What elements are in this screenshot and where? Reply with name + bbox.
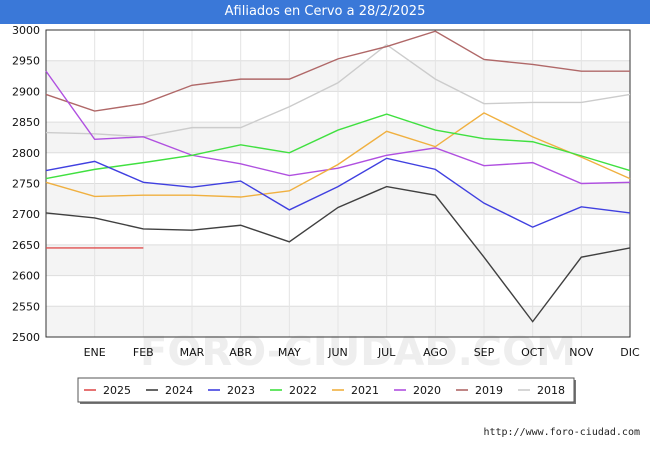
- y-tick-label: 2900: [12, 85, 40, 98]
- y-tick-label: 2800: [12, 147, 40, 160]
- y-tick-label: 2650: [12, 239, 40, 252]
- y-tick-label: 2700: [12, 208, 40, 221]
- footer-url[interactable]: http://www.foro-ciudad.com: [483, 427, 640, 438]
- x-tick-label: ABR: [229, 346, 252, 359]
- legend-box: [77, 377, 575, 403]
- legend-label-2018: 2018: [537, 384, 565, 397]
- watermark: FORO-CIUDAD.COM: [140, 329, 576, 375]
- x-tick-label: AGO: [423, 346, 448, 359]
- series-line-2024: [45, 185, 631, 323]
- series-line-2022: [45, 113, 631, 180]
- x-tick-label: FEB: [133, 346, 154, 359]
- x-tick-label: MAY: [278, 346, 301, 359]
- y-tick-label: 2950: [12, 55, 40, 68]
- legend-label-2025: 2025: [103, 384, 131, 397]
- legend-label-2023: 2023: [227, 384, 255, 397]
- legend-label-2021: 2021: [351, 384, 379, 397]
- x-tick-label: DIC: [620, 346, 640, 359]
- y-tick-label: 2600: [12, 270, 40, 283]
- series-line-2021: [45, 112, 631, 198]
- x-tick-label: NOV: [569, 346, 594, 359]
- legend-label-2020: 2020: [413, 384, 441, 397]
- x-tick-label: OCT: [521, 346, 544, 359]
- series-line-2023: [45, 157, 631, 228]
- x-tick-label: SEP: [474, 346, 495, 359]
- legend-label-2022: 2022: [289, 384, 317, 397]
- x-tick-label: ENE: [84, 346, 106, 359]
- x-tick-label: JUN: [327, 346, 348, 359]
- y-tick-label: 2550: [12, 300, 40, 313]
- plot-border: [45, 29, 631, 338]
- y-tick-label: 3000: [12, 24, 40, 37]
- legend-label-2019: 2019: [475, 384, 503, 397]
- legend-label-2024: 2024: [165, 384, 193, 397]
- y-tick-label: 2500: [12, 331, 40, 344]
- series-line-2019: [45, 30, 630, 112]
- chart-title: Afiliados en Cervo a 28/2/2025: [224, 4, 426, 19]
- series-line-2020: [45, 70, 631, 185]
- x-tick-label: JUL: [377, 346, 396, 359]
- y-tick-label: 2750: [12, 178, 40, 191]
- title-bar: [0, 0, 650, 24]
- y-tick-label: 2850: [12, 116, 40, 129]
- x-tick-label: MAR: [180, 346, 205, 359]
